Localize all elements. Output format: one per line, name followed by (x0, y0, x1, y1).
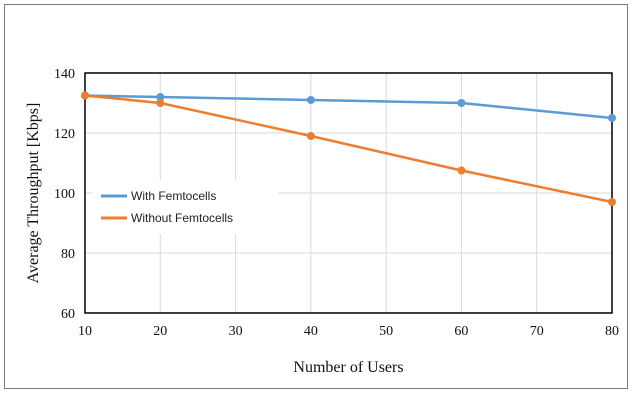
x-tick-labels: 10 20 30 40 50 60 70 80 (78, 324, 619, 339)
data-point-0-3 (457, 99, 466, 107)
y-tick-labels: 60 80 100 120 140 (54, 67, 75, 322)
data-point-1-4 (608, 198, 616, 206)
y-tick-80: 80 (61, 247, 75, 262)
x-axis-label: Number of Users (293, 359, 403, 376)
x-tick-60: 60 (454, 324, 468, 339)
x-tick-10: 10 (78, 324, 92, 339)
y-tick-60: 60 (61, 307, 75, 322)
x-tick-40: 40 (304, 324, 318, 339)
x-tick-30: 30 (229, 324, 243, 339)
x-tick-70: 70 (530, 324, 544, 339)
x-tick-80: 80 (605, 324, 619, 339)
y-tick-120: 120 (54, 127, 75, 142)
data-point-1-0 (81, 91, 89, 100)
data-point-0-1 (156, 93, 165, 101)
legend-label-0: With Femtocells (131, 189, 216, 203)
x-tick-50: 50 (379, 324, 393, 339)
y-tick-100: 100 (54, 187, 75, 202)
legend-box (93, 180, 278, 234)
series-layer (81, 91, 616, 206)
legend: With Femtocells Without Femtocells (93, 180, 278, 234)
data-point-1-2 (306, 132, 315, 140)
series-line-0 (84, 94, 613, 120)
data-point-1-1 (156, 99, 165, 107)
data-point-1-3 (457, 166, 466, 175)
y-axis-label: Average Throughput [Kbps] (25, 103, 42, 284)
y-tick-140: 140 (54, 67, 75, 82)
plot-area-border (84, 72, 613, 314)
data-point-0-2 (306, 96, 315, 104)
data-point-0-4 (608, 114, 616, 122)
legend-label-1: Without Femtocells (131, 211, 233, 225)
x-tick-20: 20 (153, 324, 167, 339)
